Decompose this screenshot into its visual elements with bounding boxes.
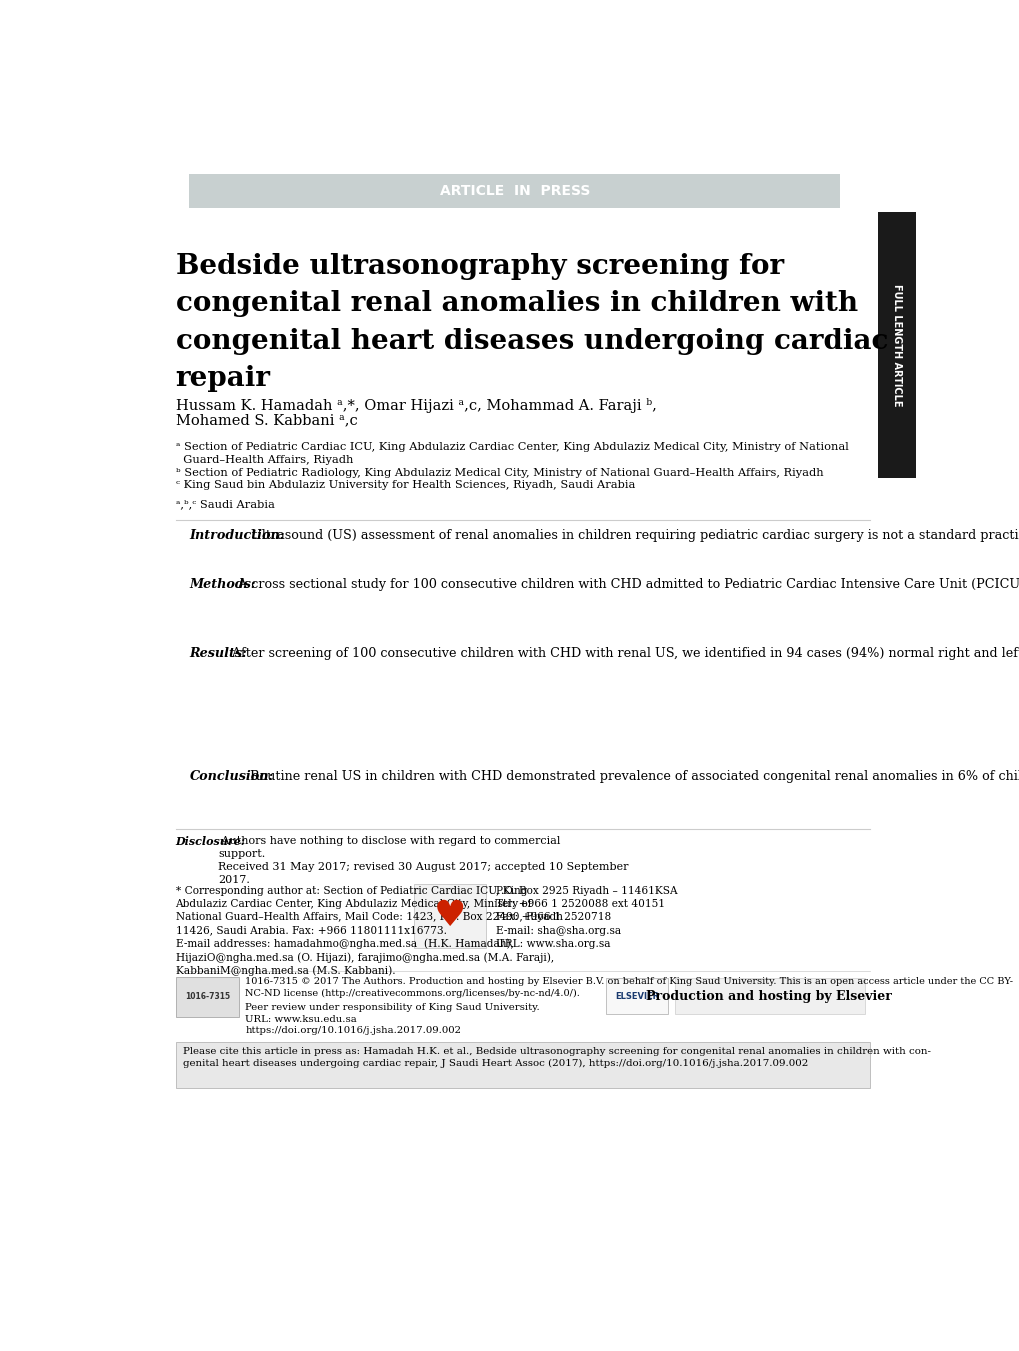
- Text: Production and hosting by Elsevier: Production and hosting by Elsevier: [646, 989, 892, 1002]
- Text: ARTICLE  IN  PRESS: ARTICLE IN PRESS: [439, 184, 590, 197]
- Text: Hussam K. Hamadah ᵃ,*, Omar Hijazi ᵃ,c, Mohammad A. Faraji ᵇ,: Hussam K. Hamadah ᵃ,*, Omar Hijazi ᵃ,c, …: [175, 397, 656, 413]
- Text: Disclosure:: Disclosure:: [175, 836, 246, 847]
- Text: Mohamed S. Kabbani ᵃ,c: Mohamed S. Kabbani ᵃ,c: [175, 413, 357, 427]
- Text: Introduction:: Introduction:: [190, 528, 284, 542]
- Text: Authors have nothing to disclose with regard to commercial
support.
Received 31 : Authors have nothing to disclose with re…: [218, 836, 628, 885]
- Bar: [876, 212, 915, 478]
- Text: 1016-7315 © 2017 The Authors. Production and hosting by Elsevier B.V. on behalf : 1016-7315 © 2017 The Authors. Production…: [245, 977, 1012, 997]
- Text: ᵃ,ᵇ,ᶜ Saudi Arabia: ᵃ,ᵇ,ᶜ Saudi Arabia: [175, 500, 274, 509]
- Text: Routine renal US in children with CHD demonstrated prevalence of associated cong: Routine renal US in children with CHD de…: [246, 770, 1019, 784]
- Bar: [414, 885, 485, 947]
- Text: ᵇ Section of Pediatric Radiology, King Abdulaziz Medical City, Ministry of Natio: ᵇ Section of Pediatric Radiology, King A…: [175, 467, 822, 478]
- Bar: [674, 978, 864, 1013]
- Text: Bedside ultrasonography screening for
congenital renal anomalies in children wit: Bedside ultrasonography screening for co…: [175, 253, 888, 393]
- Bar: [175, 977, 238, 1017]
- Text: FULL LENGTH ARTICLE: FULL LENGTH ARTICLE: [892, 284, 901, 407]
- Bar: [606, 978, 667, 1013]
- Text: ELSEVIER: ELSEVIER: [614, 992, 659, 1001]
- Text: A cross sectional study for 100 consecutive children with CHD admitted to Pediat: A cross sectional study for 100 consecut…: [233, 578, 1019, 590]
- Text: ♥: ♥: [433, 898, 466, 934]
- Text: Peer review under responsibility of King Saud University.
URL: www.ksu.edu.sa
ht: Peer review under responsibility of King…: [245, 1002, 539, 1035]
- Bar: [190, 174, 840, 208]
- Text: Conclusion:: Conclusion:: [190, 770, 273, 784]
- Text: * Corresponding author at: Section of Pediatric Cardiac ICU, King
Abdulaziz Card: * Corresponding author at: Section of Pe…: [175, 886, 562, 977]
- Text: ᶜ King Saud bin Abdulaziz University for Health Sciences, Riyadh, Saudi Arabia: ᶜ King Saud bin Abdulaziz University for…: [175, 480, 634, 490]
- Text: Ultrasound (US) assessment of renal anomalies in children requiring pediatric ca: Ultrasound (US) assessment of renal anom…: [247, 528, 1019, 542]
- Text: P.O. Box 2925 Riyadh – 11461KSA
Tel: +966 1 2520088 ext 40151
Fax: +966 1 252071: P.O. Box 2925 Riyadh – 11461KSA Tel: +96…: [496, 886, 678, 948]
- Text: Please cite this article in press as: Hamadah H.K. et al., Bedside ultrasonograp: Please cite this article in press as: Ha…: [182, 1047, 929, 1069]
- Text: Results:: Results:: [190, 647, 247, 661]
- Text: ᵃ Section of Pediatric Cardiac ICU, King Abdulaziz Cardiac Center, King Abdulazi: ᵃ Section of Pediatric Cardiac ICU, King…: [175, 442, 848, 465]
- Text: Methods:: Methods:: [190, 578, 256, 590]
- Text: 1016-7315: 1016-7315: [184, 992, 229, 1001]
- Bar: [175, 1042, 869, 1089]
- Text: After screening of 100 consecutive children with CHD with renal US, we identifie: After screening of 100 consecutive child…: [228, 647, 1019, 661]
